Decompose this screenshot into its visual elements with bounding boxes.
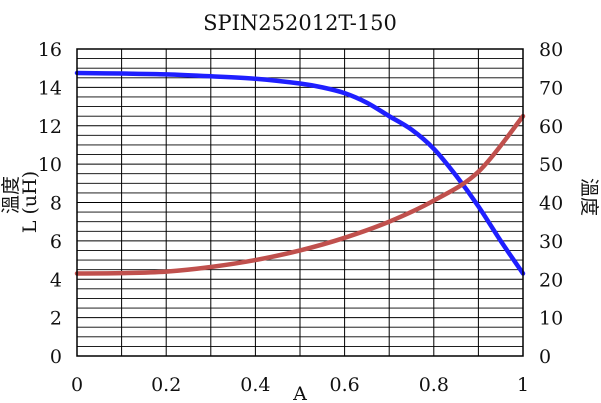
x-axis-label: A <box>292 383 307 403</box>
y-left-axis-label-overlap: 溫度 <box>0 176 22 214</box>
chart-title: SPIN252012T-150 <box>203 11 397 35</box>
y-right-tick-label: 0 <box>539 346 551 368</box>
y-right-tick-label: 20 <box>539 269 563 291</box>
y-right-tick-label: 80 <box>539 39 563 61</box>
y-right-tick-label: 50 <box>539 154 563 176</box>
x-tick-label: 0.8 <box>419 374 449 396</box>
y-left-axis-label: L (uH) <box>19 171 41 233</box>
plot-frame <box>76 48 524 357</box>
y-left-tick-label: 0 <box>50 346 62 368</box>
y-left-tick-label: 6 <box>50 231 62 253</box>
x-tick-label: 0 <box>71 374 83 396</box>
y-left-tick-labels: 0 2 4 6 8 10 12 14 16 <box>38 39 62 368</box>
grid-layer <box>77 49 523 356</box>
x-tick-label: 0.4 <box>240 374 270 396</box>
y-right-tick-labels: 0 10 20 30 40 50 60 70 80 <box>539 39 563 368</box>
y-left-tick-label: 16 <box>38 39 62 61</box>
series-layer <box>74 70 526 276</box>
y-right-tick-label: 60 <box>539 116 563 138</box>
y-left-tick-label: 12 <box>38 116 62 138</box>
y-right-tick-label: 30 <box>539 231 563 253</box>
x-tick-label: 1 <box>517 374 529 396</box>
x-tick-labels: 0 0.2 0.4 0.6 0.8 1 <box>71 374 529 396</box>
temperature-series-line <box>74 113 526 276</box>
y-left-tick-label: 14 <box>38 77 62 99</box>
y-left-tick-label: 10 <box>38 154 62 176</box>
x-tick-label: 0.6 <box>329 374 359 396</box>
y-right-tick-label: 10 <box>539 308 563 330</box>
y-right-tick-label: 70 <box>539 77 563 99</box>
y-right-axis-label: 溫度 <box>578 178 600 216</box>
y-left-tick-label: 8 <box>50 193 62 215</box>
y-left-tick-label: 2 <box>50 308 62 330</box>
y-left-tick-label: 4 <box>50 269 62 291</box>
x-tick-label: 0.2 <box>151 374 181 396</box>
inductance-series-line <box>74 70 526 276</box>
y-right-tick-label: 40 <box>539 193 563 215</box>
